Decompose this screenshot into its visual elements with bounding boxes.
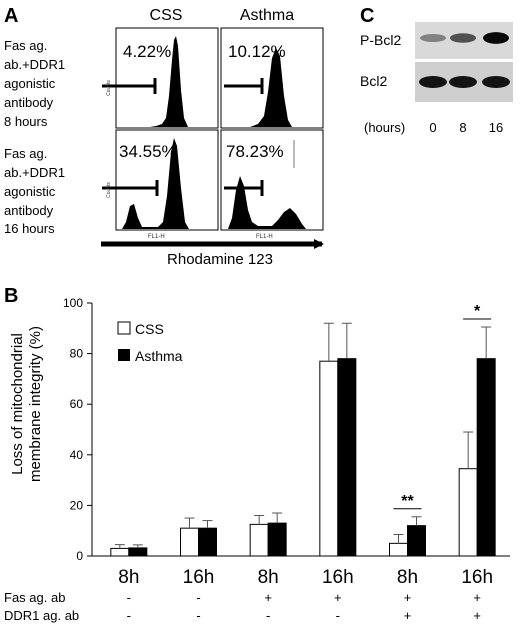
- bar-asthma-5: [476, 358, 496, 557]
- bar-asthma-2: [267, 522, 287, 557]
- row-label-8h-line-1: Fas ag.: [4, 38, 47, 53]
- hour-8: 8: [459, 120, 466, 135]
- bar-asthma-4: [407, 525, 426, 557]
- condition-value: -: [336, 608, 340, 623]
- x-category-label: 16h: [183, 567, 215, 588]
- bar-css-2: [249, 523, 269, 557]
- condition-value: +: [473, 608, 481, 623]
- row-label-bcl2: Bcl2: [360, 73, 387, 89]
- hour-16: 16: [489, 120, 503, 135]
- x-tick-fl1-asthma: FL1-H: [256, 234, 273, 240]
- y-tick-counts-2: Counts: [106, 182, 112, 198]
- band-pbcl2-1: [450, 33, 476, 43]
- x-tick-fl1-css: FL1-H: [148, 234, 165, 240]
- y-tick-label: 100: [63, 296, 83, 310]
- band-bcl2-2: [482, 76, 510, 88]
- col-header-asthma: Asthma: [240, 7, 294, 24]
- legend-swatch-asthma: [118, 349, 130, 361]
- x-category-label: 16h: [461, 567, 493, 588]
- condition-value: -: [266, 608, 270, 623]
- legend-label-css: CSS: [135, 321, 164, 337]
- row-label-16h-line-1: Fas ag.: [4, 146, 47, 161]
- condition-value: -: [196, 590, 200, 605]
- x-category-label: 8h: [258, 567, 279, 588]
- x-category-label: 8h: [118, 567, 139, 588]
- pct-css-16h: 34.55%: [119, 142, 177, 161]
- panel-a-label: A: [4, 5, 18, 27]
- row-label-16h-line-2: ab.+DDR1: [4, 165, 65, 180]
- row-label-8h-line-3: agonistic: [4, 76, 56, 91]
- y-tick-label: 20: [70, 498, 84, 512]
- row-label-pbcl2: P-Bcl2: [360, 32, 401, 48]
- panel-c-label: C: [360, 5, 374, 27]
- pct-asthma-16h: 78.23%: [226, 142, 284, 161]
- condition-label-ddr1: DDR1 ag. ab: [4, 608, 79, 623]
- row-label-16h-line-5: 16 hours: [4, 221, 55, 236]
- y-axis-label-line-1: Loss of mitochondrial: [9, 333, 26, 475]
- row-label-8h-line-2: ab.+DDR1: [4, 57, 65, 72]
- band-pbcl2-0: [420, 33, 446, 43]
- row-label-8h-line-5: 8 hours: [4, 114, 48, 129]
- blot-bands: [419, 32, 510, 88]
- rhodamine-label: Rhodamine 123: [167, 251, 273, 268]
- col-header-css: CSS: [150, 7, 183, 24]
- y-tick-label: 80: [70, 347, 84, 361]
- condition-value: -: [127, 590, 131, 605]
- hours-label: (hours): [364, 120, 405, 135]
- pct-css-8h: 4.22%: [123, 42, 171, 61]
- band-bcl2-1: [449, 76, 477, 88]
- band-pbcl2-2: [483, 32, 509, 44]
- x-category-label: 8h: [397, 567, 418, 588]
- legend-swatch-css: [117, 321, 131, 335]
- histogram-css-8h: [102, 27, 219, 129]
- y-tick-counts-1: Counts: [106, 80, 112, 96]
- legend: CSS Asthma: [117, 321, 183, 364]
- bar-asthma-1: [198, 527, 217, 557]
- condition-value: +: [473, 590, 481, 605]
- pct-asthma-8h: 10.12%: [228, 42, 286, 61]
- y-tick-label: 60: [70, 397, 84, 411]
- histogram-asthma-16h: [220, 129, 324, 231]
- histogram-asthma-8h: [220, 27, 324, 129]
- row-label-16h-line-4: antibody: [4, 203, 54, 218]
- x-category-label: 16h: [322, 567, 354, 588]
- significance-mark: **: [401, 493, 414, 510]
- condition-value: -: [127, 608, 131, 623]
- y-tick-label: 40: [70, 448, 84, 462]
- row-label-16h: Fas ag. ab.+DDR1 agonistic antibody 16 h…: [4, 146, 65, 236]
- condition-value: -: [196, 608, 200, 623]
- bar-css-3: [319, 360, 339, 557]
- row-label-16h-line-3: agonistic: [4, 184, 56, 199]
- bar-css-4: [389, 542, 408, 557]
- condition-value: +: [404, 608, 412, 623]
- hour-0: 0: [429, 120, 436, 135]
- legend-label-asthma: Asthma: [135, 348, 183, 364]
- row-label-8h: Fas ag. ab.+DDR1 agonistic antibody 8 ho…: [4, 38, 65, 129]
- band-bcl2-0: [419, 76, 447, 88]
- condition-value: +: [404, 590, 412, 605]
- histogram-css-16h: [102, 129, 219, 231]
- bar-asthma-3: [337, 358, 357, 557]
- y-axis-label: Loss of mitochondrial membrane integrity…: [9, 326, 44, 482]
- bar-css-1: [180, 527, 199, 557]
- y-tick-label: 0: [76, 549, 83, 563]
- bar-css-5: [458, 468, 478, 557]
- condition-value: +: [334, 590, 342, 605]
- bar-css-0: [110, 547, 130, 557]
- y-axis-label-line-2: membrane integrity (%): [27, 326, 44, 482]
- condition-label-fas: Fas ag. ab: [4, 590, 65, 605]
- significance-mark: *: [474, 303, 481, 320]
- bar-asthma-0: [128, 547, 148, 557]
- condition-value: +: [264, 590, 272, 605]
- panel-b-label: B: [4, 285, 18, 307]
- row-label-8h-line-4: antibody: [4, 95, 54, 110]
